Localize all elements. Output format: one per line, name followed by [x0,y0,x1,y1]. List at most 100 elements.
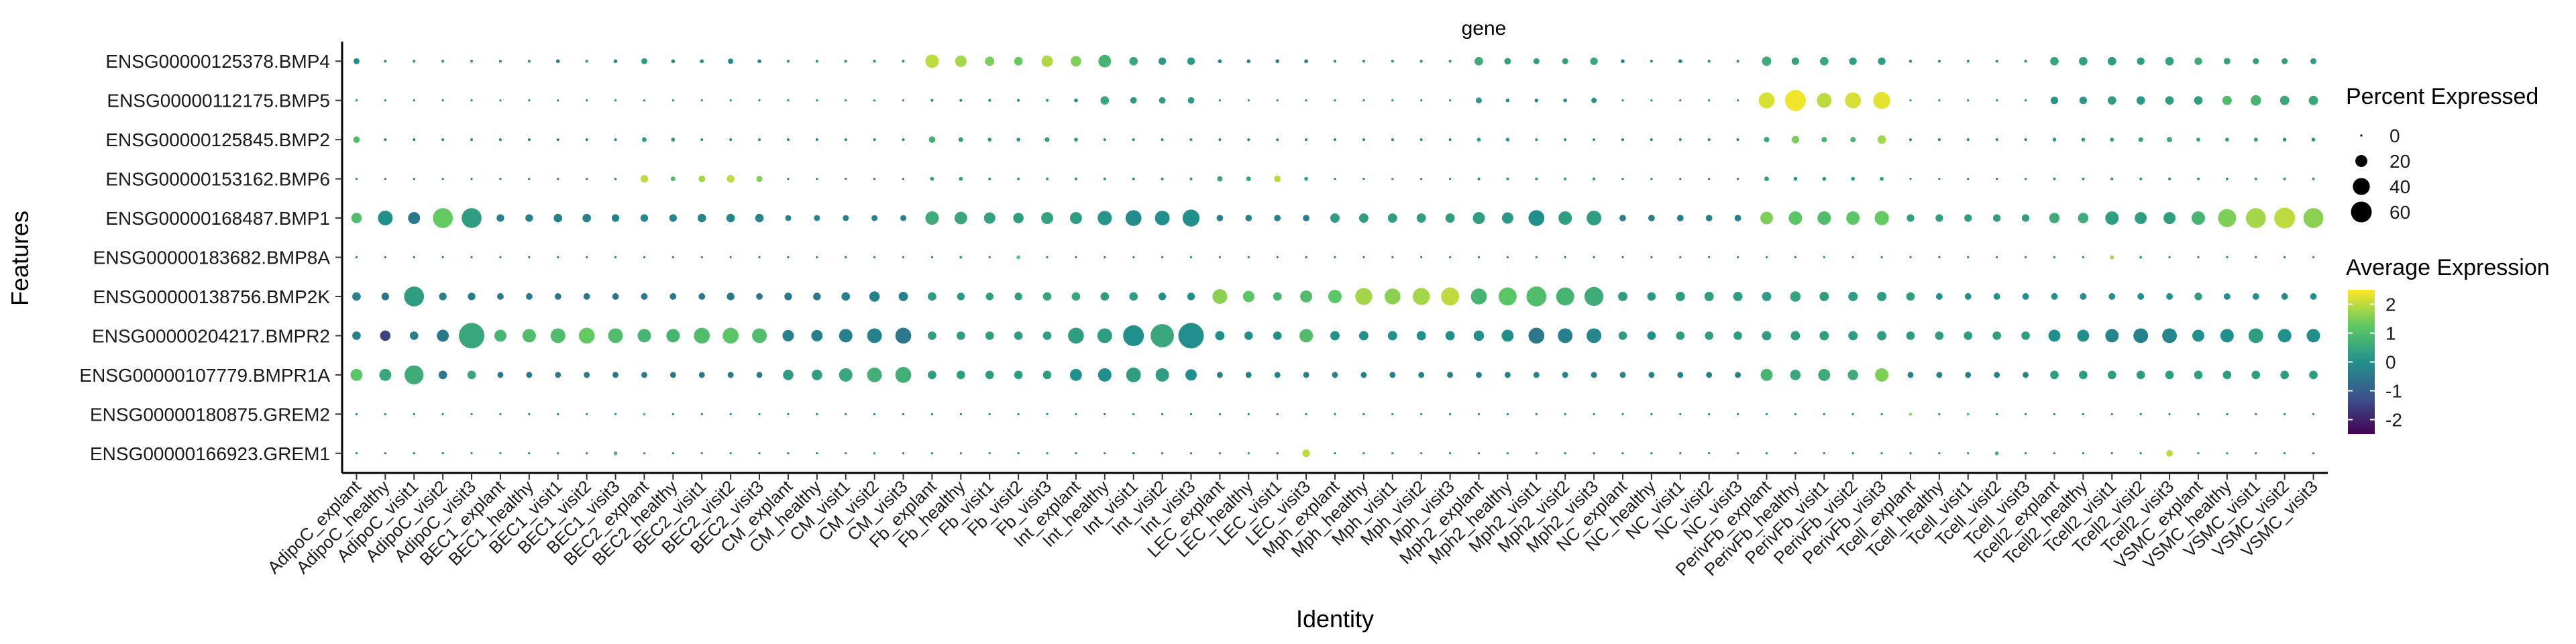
dot [1218,59,1222,64]
dot [353,58,360,64]
dot [352,331,361,340]
dot [528,452,531,455]
dot [643,99,646,102]
dot [1733,331,1742,340]
y-tick-label: ENSG00000168487.BMP1 [105,208,330,229]
dot [413,413,415,415]
dot [1071,292,1081,301]
dot [930,176,934,181]
dot [985,56,995,66]
dot [787,452,790,455]
dot [1075,256,1077,259]
dot [499,413,502,415]
dot [1621,59,1625,64]
dot [1650,60,1653,63]
dot [669,372,676,378]
dot [1817,211,1831,225]
dot [2162,328,2178,343]
dot [1935,331,1944,340]
dot [441,177,444,180]
dot [694,327,710,344]
dot [930,256,934,259]
dot [1362,256,1365,259]
dot [1907,372,1914,378]
dot [2048,329,2061,342]
dot [2139,452,2142,455]
dot [722,327,739,344]
dot [1733,292,1743,301]
dot [1391,413,1394,415]
dot [1387,213,1397,223]
dot [1391,256,1394,259]
dot [1993,214,2001,222]
dot [612,372,619,378]
dot [1123,325,1144,346]
dot [867,328,882,343]
dot [1880,256,1883,259]
dot [1591,97,1597,103]
dot [958,137,963,142]
dot [384,256,386,259]
size-legend: Percent Expressed 0 20 40 60 [2346,84,2538,223]
dot [814,215,820,221]
dot [1074,98,1078,103]
dot [1535,177,1538,180]
dot [2024,256,2027,259]
dot [1300,290,1313,303]
dot [640,174,649,183]
dot [1477,177,1481,180]
dot [1764,176,1769,182]
dot [672,452,674,455]
dot [527,138,531,142]
dot [1304,59,1308,64]
dot [2191,211,2205,225]
dot [758,256,761,259]
dot [352,292,361,301]
dot [698,372,705,378]
dot [2222,95,2232,105]
dot [1621,177,1624,180]
dot [1906,292,1915,301]
y-tick-label: ENSG00000112175.BMP5 [107,91,330,111]
dot [1734,215,1741,221]
dot [873,99,876,102]
dot [758,138,761,142]
dot [1161,452,1164,455]
dot [959,176,963,181]
dot [1875,368,1889,382]
dot [499,256,502,259]
dot [2226,256,2229,259]
dot [1675,292,1685,301]
dot [2166,449,2173,457]
dot [1676,331,1685,340]
dot [672,413,674,415]
dot [1760,211,1773,225]
dot [1355,288,1373,305]
dot [2197,452,2200,455]
dot [2105,211,2119,225]
dot [1818,368,1831,381]
color-legend-label: -1 [2385,381,2402,402]
dot [1621,256,1624,259]
dot [2165,96,2174,105]
dot [1332,372,1338,378]
dot [812,370,822,380]
dot [1621,138,1624,142]
dot [1880,176,1884,181]
dot [2139,413,2142,415]
dot [1822,176,1827,181]
dot [987,138,992,142]
dot [1100,292,1110,301]
dot [1247,413,1250,415]
dot [1678,59,1682,64]
dot [1498,287,1517,306]
dot [470,413,473,415]
dot [1448,413,1452,415]
dot [1476,97,1482,104]
dot [1762,56,1772,66]
dot [1155,211,1170,226]
dot [2284,413,2286,415]
dot [1880,413,1883,415]
dot [1017,99,1020,102]
dot [550,328,566,343]
